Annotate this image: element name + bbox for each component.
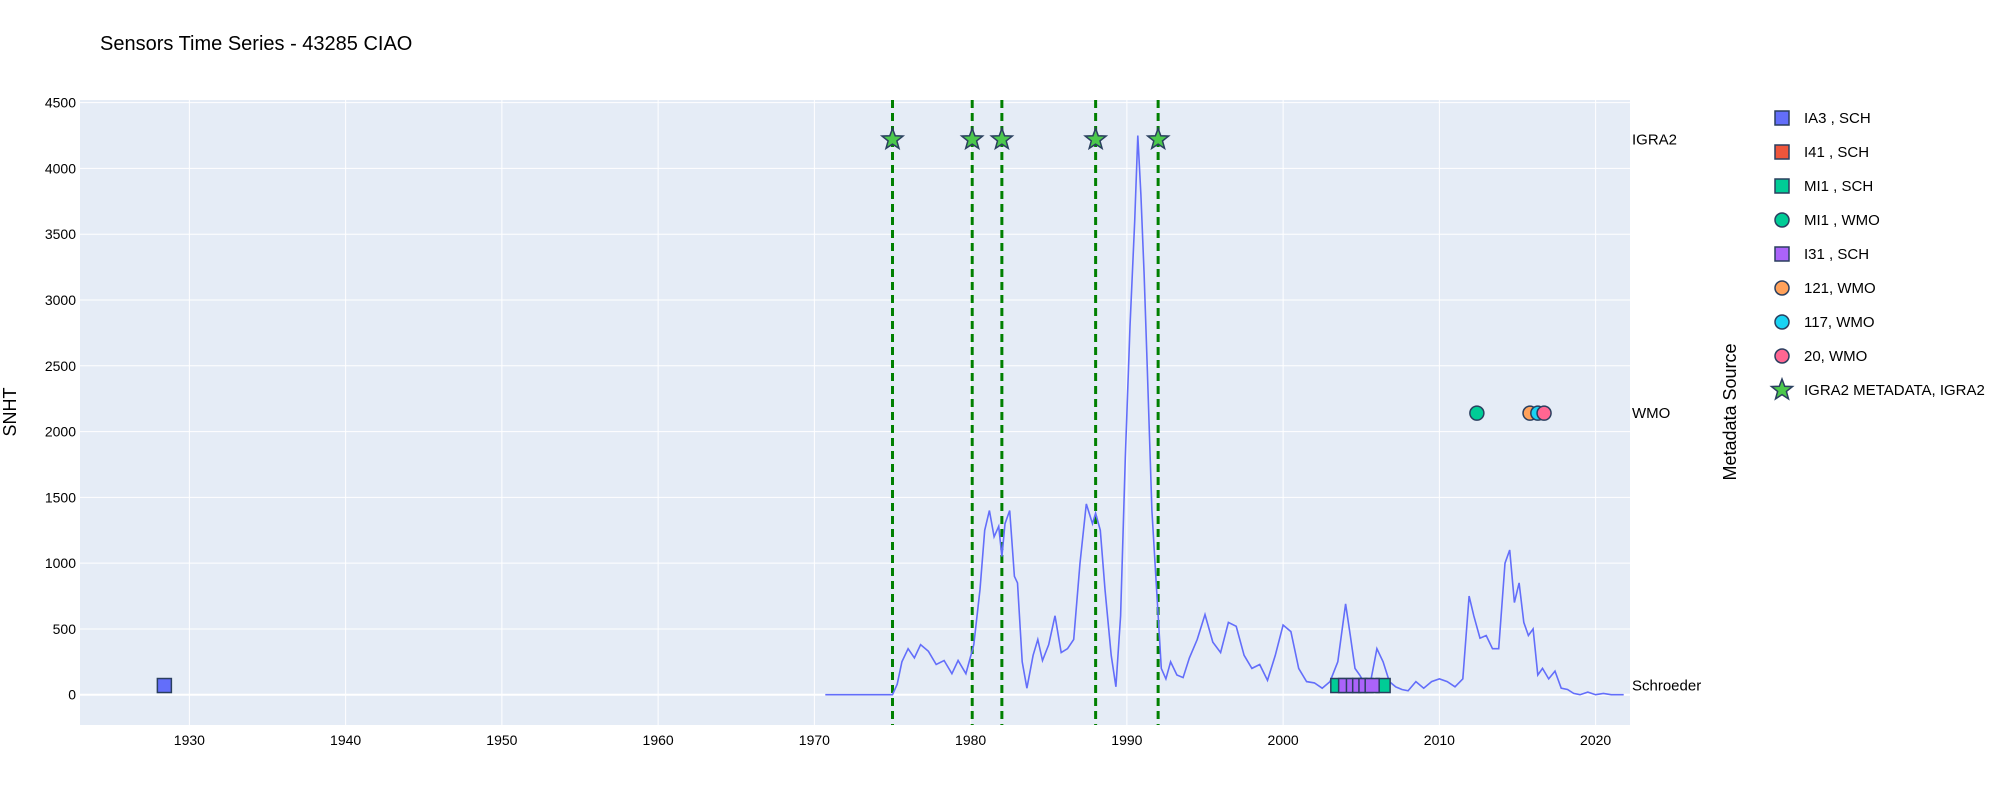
y-tick-label: 0 <box>68 687 76 703</box>
legend-item-label: I41 , SCH <box>1804 144 1869 161</box>
y-tick-label: 2000 <box>45 424 76 440</box>
metadata-marker <box>879 126 906 151</box>
legend-symbol <box>1774 212 1790 228</box>
metadata-marker <box>959 126 985 151</box>
legend-symbol <box>1774 110 1790 126</box>
category-label: Schroeder <box>1632 678 1701 695</box>
x-tick-label: 1980 <box>955 732 986 748</box>
legend-symbol <box>1774 246 1790 262</box>
metadata-marker <box>1469 405 1485 421</box>
legend-item-label: IGRA2 METADATA, IGRA2 <box>1804 382 1985 399</box>
legend-symbol <box>1774 280 1790 296</box>
y-tick-label: 4500 <box>45 95 76 111</box>
x-tick-label: 2010 <box>1424 732 1455 748</box>
metadata-marker <box>1145 126 1171 151</box>
grid <box>80 100 1630 725</box>
category-label: WMO <box>1632 405 1670 422</box>
y-tick-label: 2500 <box>45 358 76 374</box>
chart-title: Sensors Time Series - 43285 CIAO <box>100 33 412 55</box>
x-tick-label: 2020 <box>1580 732 1611 748</box>
legend-item-label: 121, WMO <box>1804 280 1876 297</box>
legend-symbol <box>1774 178 1790 194</box>
legend-symbol <box>1774 144 1790 160</box>
legend-item-label: IA3 , SCH <box>1804 110 1871 127</box>
metadata-markers <box>156 126 1552 694</box>
legend-item-label: I31 , SCH <box>1804 246 1869 263</box>
metadata-marker <box>156 677 173 694</box>
y-tick-label: 3000 <box>45 292 76 308</box>
metadata-source-label: Metadata Source <box>1720 343 1740 480</box>
metadata-marker <box>989 126 1015 151</box>
y-axis: 0 500 1000 1500 2000 2500 3000 3500 4000 4500 <box>45 95 76 703</box>
legend[interactable]: IA3 , SCH I41 , SCH MI1 , SCH MI1 , WMO I31 … <box>1769 110 1985 401</box>
snht-series-line <box>825 135 1624 696</box>
x-tick-label: 2000 <box>1268 732 1299 748</box>
legend-symbol <box>1769 376 1795 401</box>
legend-item-label: MI1 , SCH <box>1804 178 1873 195</box>
legend-item-label: MI1 , WMO <box>1804 212 1880 229</box>
y-axis-label: SNHT <box>0 387 20 436</box>
y-tick-label: 3500 <box>45 226 76 242</box>
x-axis: 1930 1940 1950 1960 1970 1980 1990 2000 2010 2020 <box>174 732 1612 748</box>
x-tick-label: 1940 <box>330 732 361 748</box>
category-labels: IGRA2 WMO Schroeder <box>1632 131 1701 694</box>
legend-symbol <box>1774 348 1790 364</box>
category-label: IGRA2 <box>1632 131 1677 148</box>
metadata-marker <box>1536 405 1552 421</box>
y-tick-label: 4000 <box>45 160 76 176</box>
x-tick-label: 1970 <box>799 732 830 748</box>
metadata-marker <box>1083 126 1109 151</box>
y-tick-label: 1000 <box>45 555 76 571</box>
plot-background <box>80 100 1630 725</box>
x-tick-label: 1960 <box>643 732 674 748</box>
metadata-marker <box>1364 677 1380 694</box>
legend-item-label: 20, WMO <box>1804 348 1867 365</box>
x-tick-label: 1990 <box>1111 732 1142 748</box>
x-tick-label: 1950 <box>486 732 517 748</box>
y-tick-label: 1500 <box>45 489 76 505</box>
x-tick-label: 1930 <box>174 732 205 748</box>
legend-symbol <box>1774 314 1790 330</box>
legend-item-label: 117, WMO <box>1804 314 1875 331</box>
y-tick-label: 500 <box>53 621 77 637</box>
